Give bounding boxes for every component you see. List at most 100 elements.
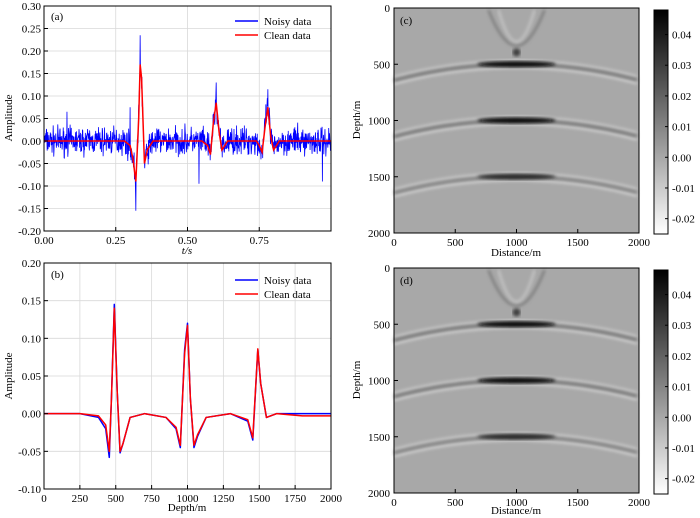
y-tick-label: 0.05 — [22, 114, 42, 126]
x-tick-label: 0.75 — [250, 235, 270, 247]
legend-b-clean-label: Clean data — [264, 289, 311, 301]
y-tick-label: -0.10 — [18, 181, 41, 193]
x-tick-label: 1000 — [177, 493, 200, 505]
panel-a-label: (a) — [51, 11, 64, 23]
diffraction-apex — [512, 308, 521, 317]
diffraction-arc — [497, 9, 536, 43]
y-tick-label: 0.10 — [22, 333, 42, 345]
colorbar-tick-label: -0.01 — [672, 443, 695, 455]
series-clean-b — [44, 307, 331, 453]
y-tick-label: 0.25 — [22, 24, 42, 36]
y-tick-label: 0.00 — [22, 409, 42, 421]
x-tick-label: 500 — [108, 493, 125, 505]
reflector-peak — [477, 321, 556, 328]
colorbar-tick-label: 0.00 — [672, 152, 692, 164]
colorbar-tick-label: 0.04 — [672, 30, 692, 42]
colorbar-tick-label: -0.02 — [672, 214, 695, 226]
panel-b-ylabel: Amplitude — [3, 352, 15, 399]
panel-b-xlabel: Depth/m — [168, 502, 207, 514]
panel-b-ticks: 0 250 500 750 1000 1250 1500 1750 2000 -0.10 -0.05… — [18, 258, 342, 505]
x-tick-label: 750 — [143, 493, 160, 505]
y-tick-label: 500 — [374, 59, 391, 71]
reflector-lobe — [393, 438, 638, 458]
panel-d-colorbar — [653, 269, 669, 495]
legend-a-clean-label: Clean data — [264, 30, 311, 42]
colorbar-tick-label: 0.02 — [672, 91, 691, 103]
panel-d-colorbar-ticks: 0.04 0.03 0.02 0.01 0.00 -0.01 -0.02 — [665, 290, 695, 486]
y-tick-label: 0 — [385, 3, 391, 15]
reflector-lobe — [393, 326, 638, 345]
colorbar-tick-label: -0.02 — [672, 474, 695, 486]
panel-b-legend: Noisy data Clean data — [235, 275, 311, 301]
y-tick-label: 0.30 — [22, 1, 42, 13]
panel-b: 0 250 500 750 1000 1250 1500 1750 2000 -0.10 -0.05… — [3, 258, 343, 514]
y-tick-label: 0.00 — [22, 136, 42, 148]
y-tick-label: 2000 — [368, 228, 391, 240]
diffraction-arc — [487, 9, 546, 47]
y-tick-label: 1000 — [368, 376, 391, 388]
legend-a-noisy-label: Noisy data — [264, 16, 311, 28]
reflector-peak — [477, 61, 556, 68]
y-tick-label: 0.10 — [22, 91, 42, 103]
y-tick-label: 0 — [385, 263, 391, 275]
x-tick-label: 1000 — [506, 497, 529, 509]
panel-a-ylabel: Amplitude — [3, 94, 15, 141]
panel-c-colorbar-ticks: 0.04 0.03 0.02 0.01 0.00 -0.01 -0.02 — [665, 30, 695, 226]
x-tick-label: 0.50 — [178, 235, 198, 247]
x-tick-label: 0 — [41, 493, 47, 505]
colorbar-tick-label: 0.00 — [672, 412, 692, 424]
y-tick-label: 500 — [374, 319, 391, 331]
reflector-lobe — [393, 116, 638, 135]
diffraction-arc — [497, 269, 536, 303]
x-tick-label: 2000 — [320, 493, 343, 505]
panel-b-plot — [44, 303, 331, 459]
x-tick-label: 250 — [72, 493, 89, 505]
panel-d-ylabel: Depth/m — [351, 360, 363, 399]
x-tick-label: 500 — [447, 237, 464, 249]
y-tick-label: 1500 — [368, 172, 391, 184]
panel-a-legend: Noisy data Clean data — [235, 16, 311, 42]
panel-d-image — [393, 268, 639, 493]
y-tick-label: 0.15 — [22, 69, 42, 81]
y-tick-label: 0.15 — [22, 296, 42, 308]
colorbar-tick-label: 0.03 — [672, 60, 692, 72]
x-tick-label: 0 — [391, 497, 397, 509]
diffraction-apex — [512, 48, 521, 57]
panel-a-plot — [43, 35, 332, 211]
x-tick-label: 1500 — [567, 497, 590, 509]
y-tick-label: 0.05 — [22, 371, 42, 383]
y-tick-label: 2000 — [368, 488, 391, 500]
colorbar-tick-label: 0.01 — [672, 382, 691, 394]
x-tick-label: 1750 — [284, 493, 307, 505]
x-tick-label: 1000 — [506, 237, 529, 249]
colorbar-tick-label: -0.01 — [672, 183, 695, 195]
colorbar-tick-label: 0.03 — [672, 320, 692, 332]
reflector-peak — [477, 117, 556, 124]
x-tick-label: 2000 — [628, 237, 651, 249]
x-tick-label: 0.00 — [34, 235, 54, 247]
colorbar-tick-label: 0.01 — [672, 122, 691, 134]
panel-c-ylabel: Depth/m — [351, 100, 363, 139]
reflector-peak — [477, 173, 556, 180]
panel-d-xlabel: Distance/m — [491, 505, 542, 517]
panel-c-label: (c) — [400, 15, 413, 27]
x-tick-label: 2000 — [628, 497, 651, 509]
y-tick-label: -0.10 — [18, 484, 41, 496]
panel-a: 0.00 0.25 0.50 0.75 -0.20 -0.15 -0.10 -0.05 0.00… — [3, 1, 332, 257]
reflector-lobe — [393, 382, 638, 401]
reflector-lobe — [393, 178, 638, 198]
y-tick-label: 0.20 — [22, 46, 42, 58]
diffraction-arc — [487, 269, 546, 307]
y-tick-label: 1000 — [368, 116, 391, 128]
panel-c-xlabel: Distance/m — [491, 247, 542, 259]
reflector-peak — [477, 377, 556, 384]
x-tick-label: 500 — [447, 497, 464, 509]
y-tick-label: -0.05 — [18, 159, 41, 171]
x-tick-label: 0.25 — [106, 235, 126, 247]
x-tick-label: 1500 — [248, 493, 271, 505]
